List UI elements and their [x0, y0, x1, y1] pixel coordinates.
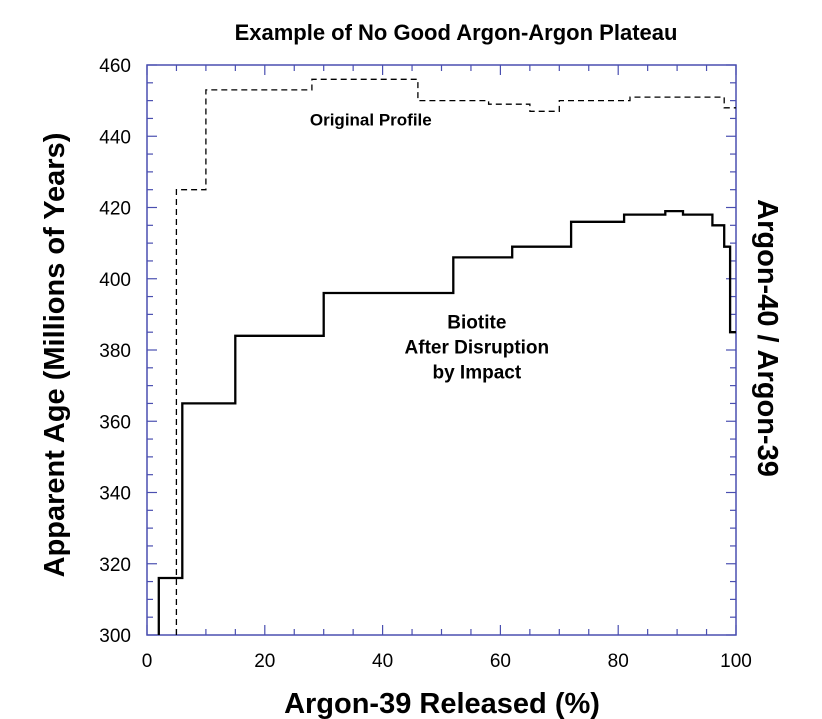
x-tick-label: 0: [142, 651, 153, 672]
y-tick-label: 420: [99, 199, 131, 220]
y-tick-label: 300: [99, 626, 131, 647]
x-tick-label: 80: [608, 651, 629, 672]
original-profile-annotation: Original Profile: [310, 111, 432, 130]
tick-layer: [146, 64, 737, 636]
biotite-annotation-line: After Disruption: [405, 338, 550, 359]
x-tick-label: 20: [254, 651, 275, 672]
tick-labels-layer: 0 20 40 60 80 100 300 320 340 360 380 400 420 440 460: [99, 56, 752, 672]
y-axis-label: Apparent Age (Millions of Years): [39, 133, 71, 578]
x-tick-label: 60: [490, 651, 511, 672]
y-tick-label: 360: [99, 412, 131, 433]
original-profile-line: [175, 78, 736, 635]
y-tick-label: 460: [99, 56, 131, 77]
series-layer: [157, 78, 736, 635]
x-tick-label: 40: [372, 651, 393, 672]
y2-axis-label: Argon-40 / Argon-39: [751, 199, 783, 477]
biotite-annotation-line: Biotite: [447, 313, 506, 334]
x-axis-label: Argon-39 Released (%): [284, 688, 600, 719]
annotation-layer: Original Profile Biotite After Disruption b…: [310, 111, 549, 384]
y-tick-label: 320: [99, 555, 131, 576]
y-tick-label: 400: [99, 270, 131, 291]
y-tick-label: 380: [99, 341, 131, 362]
biotite-profile-line: [157, 209, 736, 635]
y-tick-label: 440: [99, 127, 131, 148]
x-tick-label: 100: [720, 651, 752, 672]
y-tick-label: 340: [99, 484, 131, 505]
biotite-annotation-line: by Impact: [432, 363, 521, 384]
chart-title: Example of No Good Argon-Argon Plateau: [235, 20, 678, 45]
